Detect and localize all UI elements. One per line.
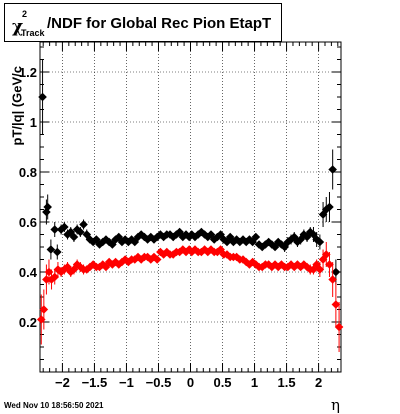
x-tick-label: 0.5 xyxy=(213,375,231,390)
data-point xyxy=(43,202,52,212)
data-point xyxy=(270,260,280,269)
data-point xyxy=(156,247,165,257)
data-point xyxy=(302,232,312,242)
chart-title: /NDF for Global Rec Pion EtapT xyxy=(47,15,272,32)
data-points xyxy=(36,59,344,352)
data-point xyxy=(328,165,337,174)
x-tick-label: −2 xyxy=(55,375,70,390)
title-chi: χ xyxy=(12,17,24,37)
data-point xyxy=(149,252,159,262)
y-axis-label: pT/|q| (GeV/c xyxy=(9,65,25,146)
data-point xyxy=(241,257,251,267)
data-point xyxy=(60,222,69,232)
data-point xyxy=(203,247,213,257)
x-tick-labels: −2 −1.5 −1 −0.5 0 0.5 1 1.5 2 xyxy=(55,375,322,390)
data-point xyxy=(261,240,270,249)
data-point xyxy=(159,250,168,259)
data-point xyxy=(325,202,334,212)
x-tick-label: −1.5 xyxy=(82,375,108,390)
data-point xyxy=(334,322,344,332)
data-point xyxy=(50,272,60,282)
data-point xyxy=(39,305,49,314)
data-point xyxy=(69,232,79,242)
data-point xyxy=(293,260,302,269)
data-point xyxy=(312,235,321,244)
chart-title-box: χ 2 Track /NDF for Global Rec Pion EtapT xyxy=(4,3,282,42)
data-point xyxy=(222,250,232,259)
data-point xyxy=(76,227,85,237)
timestamp-footer: Wed Nov 10 18:56:50 2021 xyxy=(4,401,104,410)
y-tick-label: 0.6 xyxy=(19,215,37,230)
grid-lines xyxy=(40,42,341,372)
data-point xyxy=(79,220,88,229)
axis-ticks xyxy=(40,42,341,372)
title-subscript: Track xyxy=(21,28,45,38)
y-tick-label: 1.2 xyxy=(19,65,37,80)
data-point xyxy=(53,265,63,274)
data-point xyxy=(46,245,56,254)
data-point xyxy=(321,250,331,259)
data-point xyxy=(270,242,280,252)
data-point xyxy=(52,247,62,257)
y-tick-label: 0.8 xyxy=(19,165,37,180)
data-point xyxy=(251,260,261,269)
data-point xyxy=(245,260,254,269)
series-1 xyxy=(36,242,344,352)
data-point xyxy=(302,262,312,272)
data-point xyxy=(232,252,241,262)
data-point xyxy=(312,260,321,269)
x-axis-label: η xyxy=(331,396,340,414)
x-tick-label: −1 xyxy=(119,375,134,390)
data-point xyxy=(280,242,289,252)
data-point xyxy=(181,247,191,257)
data-point xyxy=(44,267,54,277)
data-point xyxy=(293,237,302,247)
data-point xyxy=(289,232,299,242)
data-point xyxy=(152,255,162,264)
x-tick-label: 2 xyxy=(315,375,322,390)
y-tick-labels: 0.2 0.4 0.6 0.8 1 1.2 xyxy=(19,65,38,330)
y-tick-label: 1 xyxy=(30,115,37,130)
data-point xyxy=(321,205,331,214)
data-point xyxy=(331,267,341,277)
title-superscript: 2 xyxy=(22,9,28,19)
data-point xyxy=(315,237,325,247)
y-tick-label: 0.4 xyxy=(19,265,38,280)
data-point xyxy=(168,250,178,259)
data-point xyxy=(289,262,299,272)
data-point xyxy=(251,232,261,242)
x-tick-label: 1.5 xyxy=(278,375,296,390)
data-point xyxy=(325,260,334,269)
x-tick-label: −0.5 xyxy=(146,375,172,390)
data-point xyxy=(50,225,60,234)
y-tick-label: 0.2 xyxy=(19,315,37,330)
data-point xyxy=(38,92,47,102)
x-tick-label: 1 xyxy=(251,375,258,390)
data-point xyxy=(331,300,341,309)
series-0 xyxy=(38,59,341,285)
data-point xyxy=(315,265,325,274)
x-tick-label: 0 xyxy=(187,375,194,390)
data-point xyxy=(213,247,222,257)
data-point xyxy=(328,275,337,284)
